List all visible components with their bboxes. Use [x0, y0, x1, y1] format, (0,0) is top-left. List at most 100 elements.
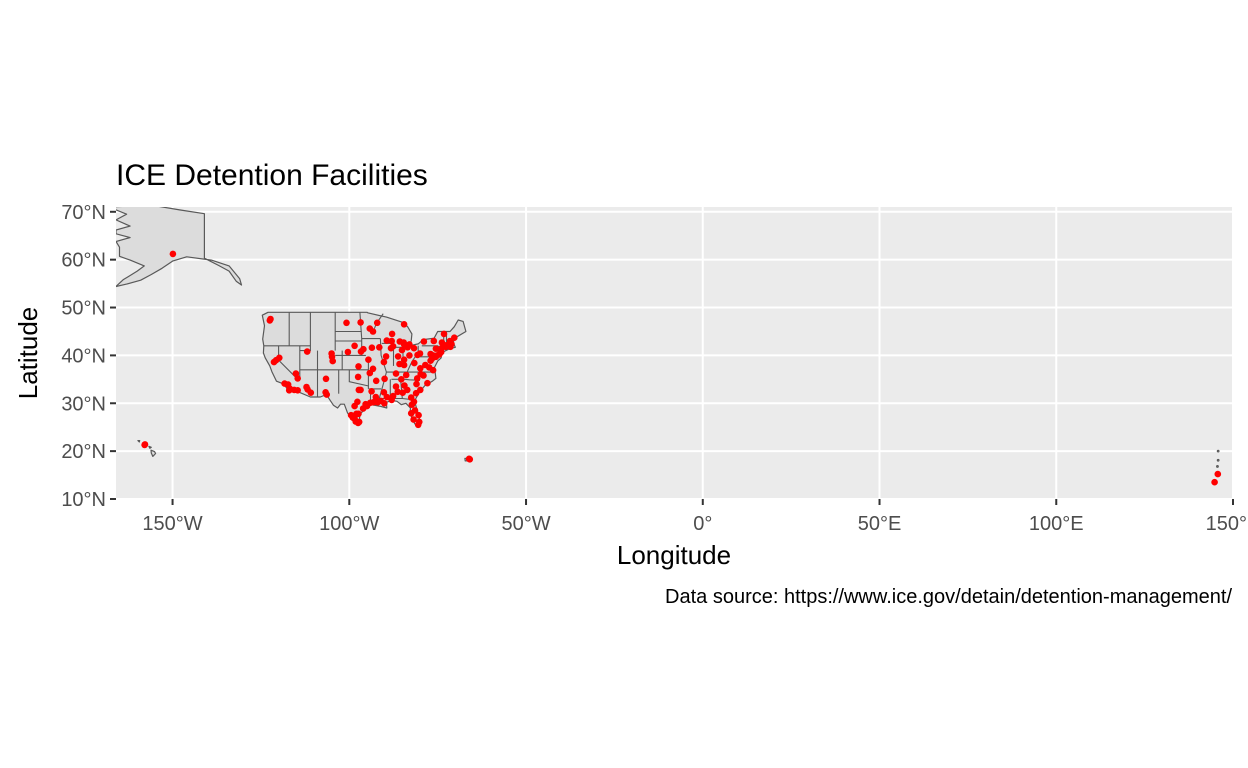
facility-point-62 [399, 389, 407, 397]
state-border-1 [299, 312, 311, 352]
y-tick-label-0: 10°N [61, 489, 106, 511]
facility-point-139 [442, 342, 450, 349]
facility-point-53 [368, 388, 375, 395]
facility-point-144 [402, 371, 410, 379]
facility-point-107 [355, 363, 362, 370]
facility-point-78 [398, 376, 405, 383]
facility-point-92 [380, 358, 388, 366]
facility-point-55 [383, 393, 391, 401]
facility-point-104 [357, 319, 364, 326]
facility-point-108 [388, 337, 396, 345]
facility-point-130 [429, 366, 437, 374]
facility-point-137 [451, 334, 458, 342]
alaska-shape [116, 207, 243, 288]
facility-points [141, 250, 1222, 486]
facility-point-93 [365, 356, 372, 364]
facility-point-111 [400, 321, 408, 328]
facility-point-113 [398, 346, 406, 354]
facility-point-51 [381, 400, 388, 407]
facility-point-59 [389, 392, 397, 400]
y-tick-label-6: 70°N [61, 202, 106, 224]
island-speck-4 [1216, 465, 1219, 468]
facility-point-24 [322, 375, 330, 383]
facility-point-86 [406, 341, 413, 348]
y-tick-label-1: 20°N [61, 441, 106, 463]
facility-point-81 [396, 360, 403, 368]
facility-point-138 [440, 330, 448, 338]
facility-point-99 [368, 344, 376, 352]
y-tick-label-5: 60°N [61, 250, 106, 272]
x-tick-label-4: 50°E [858, 513, 902, 535]
y-tick-label-4: 50°N [61, 298, 106, 320]
island-speck-3 [108, 288, 110, 290]
facility-point-100 [376, 344, 383, 351]
facility-point-145 [400, 341, 408, 348]
facility-point-29 [328, 350, 335, 357]
x-axis-title: Longitude [617, 540, 731, 570]
facility-point-79 [381, 375, 388, 383]
facility-point-105 [351, 342, 358, 350]
facility-point-120 [430, 337, 438, 345]
facility-point-57 [394, 388, 402, 396]
facility-point-37 [355, 418, 363, 426]
hawaii-big-island-shape [150, 449, 157, 457]
y-tick-label-3: 40°N [61, 345, 106, 367]
y-axis-title: Latitude [13, 307, 43, 400]
state-border-14 [348, 369, 369, 387]
facility-point-47 [359, 405, 367, 412]
facility-point-103 [373, 319, 381, 327]
facility-point-70 [414, 421, 422, 429]
island-speck-1 [101, 294, 103, 296]
facility-point-21 [307, 389, 315, 397]
facility-point-140 [411, 359, 418, 367]
facility-point-131 [417, 365, 424, 372]
facility-point-141 [414, 351, 421, 359]
facility-point-8 [267, 315, 274, 323]
facility-point-71 [410, 416, 417, 423]
facility-point-68 [407, 410, 415, 417]
hawaii-maui-shape [148, 445, 152, 449]
x-tick-label-6: 150°E [1206, 513, 1248, 535]
facility-point-112 [394, 353, 402, 360]
facility-point-75 [413, 380, 420, 388]
island-speck-6 [1216, 449, 1220, 453]
facility-point-77 [392, 370, 400, 377]
facility-point-26 [323, 391, 331, 398]
facility-point-98 [357, 348, 365, 355]
facility-point-52 [372, 393, 380, 401]
facility-point-84 [400, 356, 408, 364]
facility-point-83 [410, 344, 418, 352]
facility-point-118 [432, 345, 440, 353]
x-tick-label-0: 150°W [142, 513, 202, 535]
facility-point-31 [354, 373, 362, 381]
x-tick-label-5: 100°E [1029, 513, 1084, 535]
hawaii-kauai-shape [137, 440, 141, 443]
facility-point-2 [141, 441, 149, 448]
facility-point-109 [383, 337, 391, 344]
facility-point-41 [355, 410, 362, 418]
facility-point-128 [427, 357, 434, 365]
island-speck-5 [1216, 458, 1220, 462]
facility-point-106 [343, 319, 350, 327]
facility-point-23 [303, 348, 311, 355]
facility-point-110 [388, 330, 396, 338]
y-tick-label-2: 30°N [61, 393, 106, 415]
facility-point-4 [466, 456, 474, 463]
facility-point-82 [406, 352, 413, 359]
facility-point-58 [392, 383, 400, 390]
facility-point-91 [382, 353, 390, 360]
facility-point-66 [408, 401, 416, 409]
x-tick-label-1: 100°W [319, 513, 379, 535]
facility-point-5 [1211, 478, 1218, 486]
chart-title: ICE Detention Facilities [116, 159, 428, 192]
facility-point-76 [417, 386, 424, 394]
facility-point-28 [329, 357, 337, 365]
facility-point-18 [294, 375, 302, 382]
axes: 150°W 100°W 50°W 0° 50°E 100°E 150°E 10°N 20°N 30… [61, 202, 1248, 535]
facility-point-0 [169, 250, 177, 258]
facility-point-30 [344, 348, 352, 356]
facility-point-142 [417, 370, 425, 378]
facility-point-43 [357, 386, 364, 394]
facility-point-90 [387, 344, 395, 352]
